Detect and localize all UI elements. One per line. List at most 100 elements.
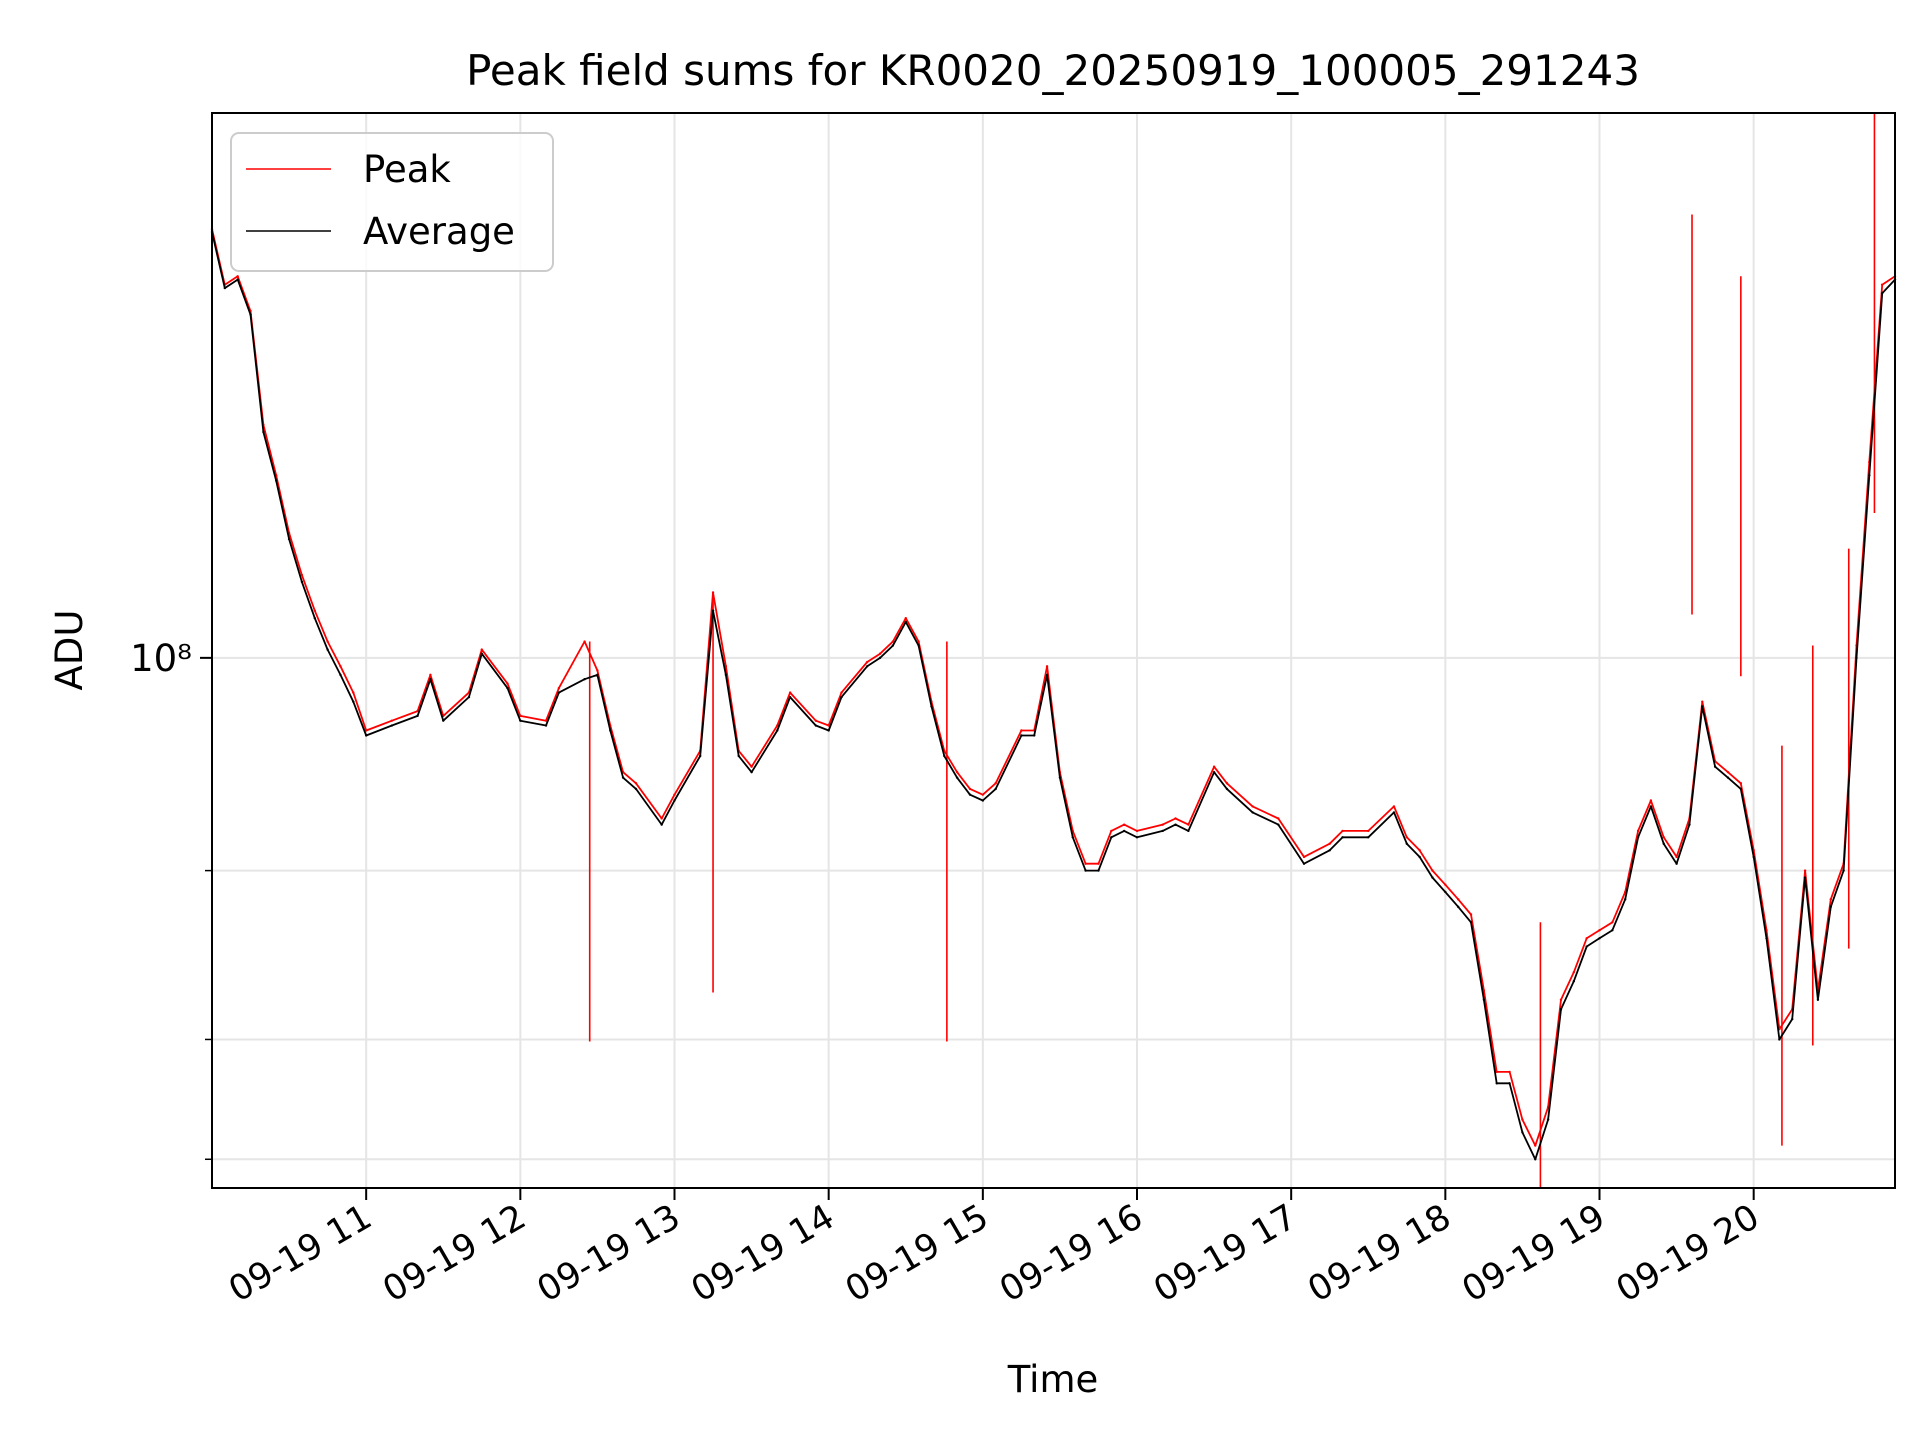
average-data-point — [326, 648, 329, 651]
peak-data-point — [557, 686, 561, 690]
peak-data-point — [1598, 928, 1601, 932]
average-data-point — [750, 770, 753, 774]
average-data-point — [1097, 869, 1100, 872]
average-data-point — [1726, 776, 1730, 779]
average-data-point — [981, 799, 985, 802]
average-data-point — [1636, 836, 1640, 839]
peak-data-point — [1585, 937, 1588, 940]
peak-data-point — [1662, 836, 1665, 839]
average-data-point — [1688, 823, 1691, 826]
peak-data-point — [1469, 913, 1473, 916]
average-data-point — [1701, 705, 1704, 708]
grid-lines — [212, 113, 1895, 1188]
average-data-point — [287, 537, 291, 541]
peak-data-point — [776, 724, 779, 727]
peak-data-point — [1251, 805, 1254, 808]
peak-data-point — [1572, 971, 1576, 974]
peak-data-point — [955, 770, 959, 774]
average-data-point — [840, 695, 843, 699]
legend-average-label: Average — [363, 210, 515, 253]
average-data-point — [1572, 980, 1576, 983]
average-data-point — [1110, 836, 1113, 839]
average-data-point — [596, 673, 599, 677]
peak-data-point — [673, 793, 676, 796]
peak-data-point — [236, 275, 239, 278]
average-data-point — [519, 719, 522, 722]
average-data-point — [1020, 734, 1023, 737]
peak-data-point — [788, 691, 792, 694]
peak-data-point — [1161, 823, 1164, 826]
average-data-point — [904, 620, 907, 624]
plot-frame — [211, 112, 1896, 1189]
peak-data-point — [480, 648, 483, 651]
average-data-point — [1174, 823, 1177, 826]
peak-data-point — [1508, 1070, 1511, 1074]
peak-data-point — [390, 719, 394, 722]
peak-data-point — [634, 782, 638, 785]
average-data-point — [1122, 829, 1126, 833]
peak-data-point — [429, 673, 432, 677]
average-data-point — [1778, 1038, 1781, 1041]
average-data-point — [1765, 937, 1768, 940]
average-data-point — [1212, 770, 1216, 774]
average-data-point — [866, 665, 869, 668]
legend-peak-label: Peak — [363, 148, 451, 191]
average-data-point — [1791, 1017, 1794, 1021]
peak-data-point — [1045, 665, 1049, 668]
peak-data-point — [1084, 862, 1087, 865]
average-series-line — [211, 231, 1896, 1161]
average-data-point — [262, 430, 265, 434]
average-data-point — [776, 729, 779, 732]
average-data-point — [1225, 787, 1229, 791]
peak-data-point — [750, 765, 753, 768]
peak-data-point — [1225, 782, 1229, 785]
peak-data-point — [904, 616, 907, 620]
peak-data-point — [583, 640, 586, 643]
peak-data-point — [1277, 817, 1280, 820]
average-data-point — [506, 686, 509, 690]
peak-data-point — [891, 640, 895, 643]
average-data-point — [1277, 823, 1280, 826]
peak-data-point — [544, 719, 548, 722]
average-data-point — [724, 673, 728, 677]
average-data-point — [994, 787, 997, 791]
legend: Peak Average — [230, 132, 554, 272]
legend-box — [230, 132, 554, 272]
peak-data-point — [827, 724, 830, 727]
average-data-point — [1392, 811, 1396, 814]
average-data-point — [1559, 1008, 1563, 1011]
peak-data-point — [1521, 1118, 1524, 1121]
average-data-point — [814, 724, 818, 727]
peak-data-point — [1328, 842, 1331, 845]
average-data-point — [1456, 905, 1460, 909]
average-data-point — [1829, 905, 1832, 909]
peak-data-point — [1739, 782, 1743, 785]
average-data-point — [1624, 898, 1627, 901]
average-data-point — [943, 754, 946, 758]
peak-data-point — [1020, 729, 1023, 732]
average-data-point — [236, 278, 239, 281]
y-axis-label: ADU — [48, 610, 91, 691]
average-data-point — [1546, 1118, 1550, 1121]
peak-data-point — [1302, 855, 1306, 859]
peak-data-point — [1367, 829, 1370, 833]
peak-data-point — [1392, 805, 1396, 808]
average-data-point — [788, 695, 792, 699]
average-data-point — [339, 673, 342, 677]
peak-data-point — [1135, 829, 1139, 833]
peak-data-point — [300, 573, 304, 577]
x-axis-label: Time — [1007, 1358, 1099, 1401]
peak-data-point — [1418, 849, 1421, 852]
peak-data-point — [866, 660, 869, 664]
average-data-point — [390, 724, 394, 727]
peak-data-point — [1829, 898, 1832, 901]
average-data-point — [364, 734, 368, 737]
peak-data-point — [1212, 765, 1216, 768]
peak-data-point — [364, 729, 368, 732]
peak-data-point — [724, 665, 728, 668]
peak-data-point — [1636, 829, 1640, 833]
average-data-point — [1803, 876, 1807, 879]
peak-data-point — [1097, 862, 1100, 865]
average-data-point — [1135, 836, 1139, 839]
